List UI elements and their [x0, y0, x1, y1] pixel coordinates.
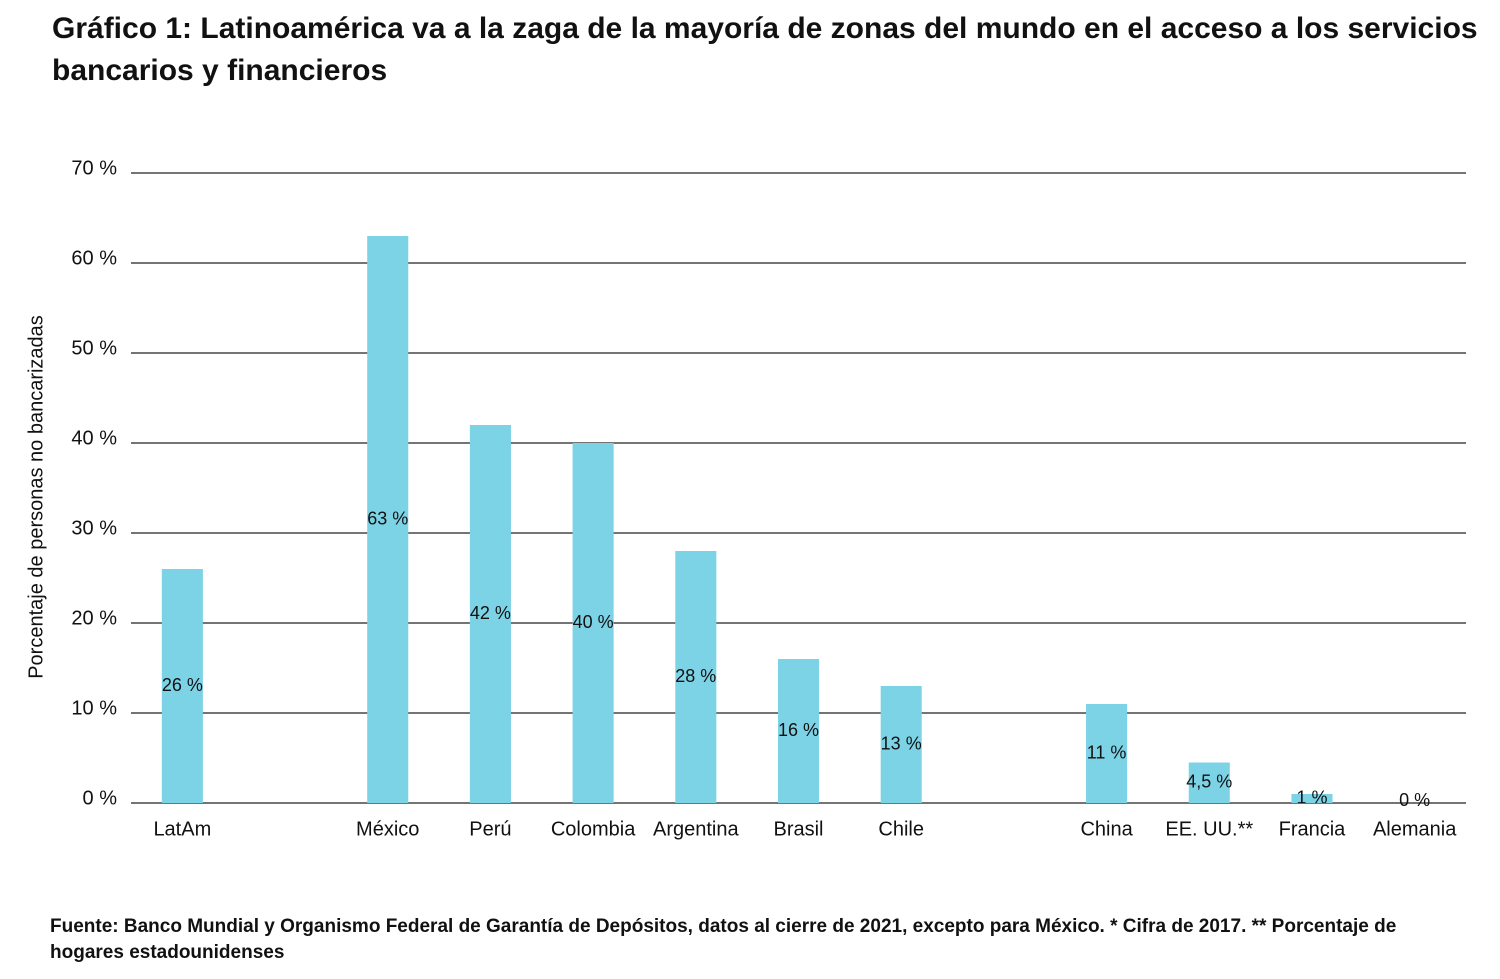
x-tick-label: LatAm [153, 818, 211, 840]
value-label: 16 % [778, 720, 819, 740]
bar [367, 236, 409, 803]
y-tick-label: 30 % [71, 517, 117, 539]
bar [572, 443, 614, 803]
value-label: 42 % [470, 603, 511, 623]
value-label: 26 % [162, 675, 203, 695]
value-label: 0 % [1399, 790, 1430, 810]
bar [1188, 762, 1230, 803]
bar [1086, 704, 1128, 803]
bar [469, 425, 511, 803]
value-label: 1 % [1296, 787, 1327, 807]
bar [777, 659, 820, 803]
x-tick-label: Argentina [653, 818, 739, 840]
bar [675, 551, 717, 803]
x-tick-label: EE. UU.** [1165, 818, 1253, 840]
value-label: 11 % [1087, 742, 1127, 762]
x-tick-label: Colombia [551, 818, 636, 840]
x-tick-label: China [1080, 818, 1133, 840]
bar [1291, 794, 1333, 803]
y-axis-label: Porcentaje de personas no bancarizadas [25, 315, 47, 679]
bar [161, 569, 203, 803]
x-tick-label: Chile [878, 818, 924, 840]
x-tick-label: Brasil [773, 818, 823, 840]
y-tick-label: 60 % [71, 247, 117, 269]
value-label: 13 % [881, 733, 922, 753]
y-tick-label: 20 % [71, 607, 117, 629]
y-tick-label: 10 % [71, 697, 117, 719]
x-tick-label: Perú [469, 818, 511, 840]
x-tick-label: Alemania [1373, 818, 1457, 840]
y-tick-label: 70 % [71, 157, 117, 179]
value-label: 28 % [675, 666, 716, 686]
x-tick-label: Francia [1279, 818, 1347, 840]
y-tick-label: 50 % [71, 337, 117, 359]
value-label: 4,5 % [1186, 772, 1232, 792]
value-label: 40 % [573, 612, 614, 632]
bar [880, 686, 922, 803]
chart: Porcentaje de personas no bancarizadas 0… [25, 157, 1466, 840]
x-tick-label: México [356, 818, 419, 840]
y-tick-label: 0 % [83, 787, 118, 809]
y-tick-label: 40 % [71, 427, 117, 449]
chart-title: Gráfico 1: Latinoamérica va a la zaga de… [52, 12, 1478, 87]
value-label: 63 % [367, 508, 408, 528]
source-note: Fuente: Banco Mundial y Organismo Federa… [50, 916, 1397, 963]
